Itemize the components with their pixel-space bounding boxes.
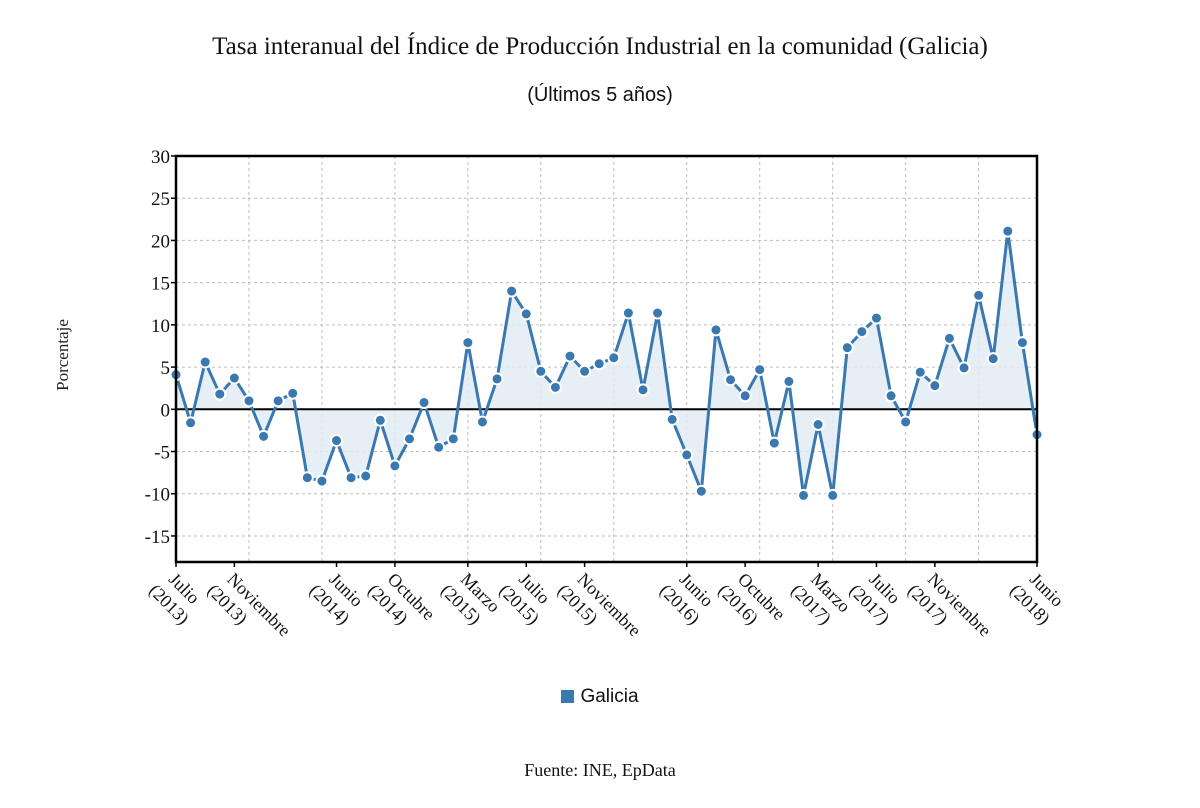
data-point bbox=[957, 361, 971, 375]
data-point bbox=[344, 471, 358, 485]
data-point bbox=[446, 432, 460, 446]
data-point bbox=[257, 429, 271, 443]
data-point bbox=[227, 371, 241, 385]
data-point bbox=[548, 380, 562, 394]
y-axis: 30 25 20 15 10 5 0 -5 -10 -15 bbox=[145, 147, 176, 548]
data-point bbox=[184, 416, 198, 430]
data-point bbox=[213, 387, 227, 401]
x-tick-label: Junio(2014) bbox=[305, 569, 367, 629]
x-tick-label: Julio(2013) bbox=[144, 569, 203, 629]
y-tick-label: 25 bbox=[151, 189, 170, 210]
source-note: Fuente: INE, EpData bbox=[524, 760, 676, 780]
y-tick-label: 20 bbox=[151, 231, 170, 252]
data-point bbox=[694, 484, 708, 498]
data-point bbox=[840, 341, 854, 355]
data-point bbox=[738, 389, 752, 403]
data-point bbox=[388, 459, 402, 473]
y-axis-label: Porcentaje bbox=[53, 319, 72, 391]
x-tick-label: Noviembre(2017) bbox=[903, 569, 995, 640]
legend-label-galicia[interactable]: Galicia bbox=[580, 686, 639, 707]
y-tick-label: -10 bbox=[145, 485, 170, 506]
data-point bbox=[432, 440, 446, 454]
y-tick-label: 10 bbox=[151, 316, 170, 337]
data-point bbox=[1001, 224, 1015, 238]
x-tick-label: Junio(2018) bbox=[1005, 569, 1067, 629]
data-point bbox=[753, 363, 767, 377]
data-point bbox=[651, 306, 665, 320]
data-point bbox=[242, 394, 256, 408]
y-tick-label: -15 bbox=[145, 527, 170, 548]
x-axis: Julio(2013) Noviembre(2013) Junio(2014) Oct… bbox=[144, 562, 1068, 640]
data-point bbox=[709, 323, 723, 337]
data-point bbox=[636, 383, 650, 397]
data-point bbox=[972, 288, 986, 302]
data-point bbox=[855, 325, 869, 339]
data-point bbox=[417, 396, 431, 410]
x-tick-label: Octubre(2016) bbox=[714, 569, 790, 629]
data-point bbox=[286, 386, 300, 400]
data-point bbox=[475, 415, 489, 429]
data-point bbox=[986, 352, 1000, 366]
data-point bbox=[198, 355, 212, 369]
x-tick-label: Marzo(2015) bbox=[436, 569, 504, 629]
data-point bbox=[665, 412, 679, 426]
data-point bbox=[534, 364, 548, 378]
data-point bbox=[315, 474, 329, 488]
data-point bbox=[884, 389, 898, 403]
data-point bbox=[797, 488, 811, 502]
area-fill bbox=[176, 231, 1037, 496]
x-tick-label: Octubre(2014) bbox=[363, 569, 439, 629]
chart-subtitle: (Últimos 5 años) bbox=[527, 84, 673, 106]
legend: Galicia bbox=[0, 686, 1200, 708]
data-point bbox=[942, 331, 956, 345]
data-point bbox=[300, 471, 314, 485]
y-tick-label: 30 bbox=[151, 147, 170, 168]
x-tick-label: Noviembre(2013) bbox=[203, 569, 295, 640]
y-tick-label: 5 bbox=[161, 358, 171, 379]
data-points bbox=[169, 224, 1044, 502]
data-point bbox=[680, 448, 694, 462]
data-point bbox=[402, 432, 416, 446]
x-tick-label: Julio(2017) bbox=[845, 569, 904, 629]
data-point bbox=[811, 417, 825, 431]
chart-title: Tasa interanual del Índice de Producción… bbox=[212, 33, 988, 60]
data-point bbox=[359, 469, 373, 483]
data-point bbox=[330, 434, 344, 448]
data-point bbox=[607, 351, 621, 365]
y-tick-label: 0 bbox=[161, 400, 171, 421]
legend-swatch-galicia bbox=[561, 690, 575, 703]
data-point bbox=[519, 307, 533, 321]
data-point bbox=[578, 364, 592, 378]
data-point bbox=[1015, 336, 1029, 350]
x-tick-label: Junio(2016) bbox=[655, 569, 717, 629]
data-point bbox=[490, 372, 504, 386]
data-point bbox=[899, 415, 913, 429]
data-point bbox=[869, 311, 883, 325]
data-point bbox=[826, 488, 840, 502]
x-tick-label: Noviembre(2015) bbox=[553, 569, 645, 640]
plot-frame bbox=[174, 154, 1039, 564]
data-point bbox=[928, 379, 942, 393]
x-tick-label: Marzo(2017) bbox=[787, 569, 855, 629]
data-point bbox=[592, 357, 606, 371]
y-tick-label: -5 bbox=[154, 443, 170, 464]
y-tick-label: 15 bbox=[151, 274, 170, 295]
data-point bbox=[373, 413, 387, 427]
data-point bbox=[505, 284, 519, 298]
x-tick-label: Julio(2015) bbox=[495, 569, 554, 629]
grid bbox=[176, 156, 1037, 562]
data-point bbox=[271, 394, 285, 408]
data-point bbox=[724, 373, 738, 387]
data-point bbox=[782, 374, 796, 388]
data-point bbox=[767, 436, 781, 450]
data-point bbox=[461, 336, 475, 350]
data-point bbox=[621, 306, 635, 320]
data-point bbox=[913, 365, 927, 379]
data-point bbox=[563, 349, 577, 363]
